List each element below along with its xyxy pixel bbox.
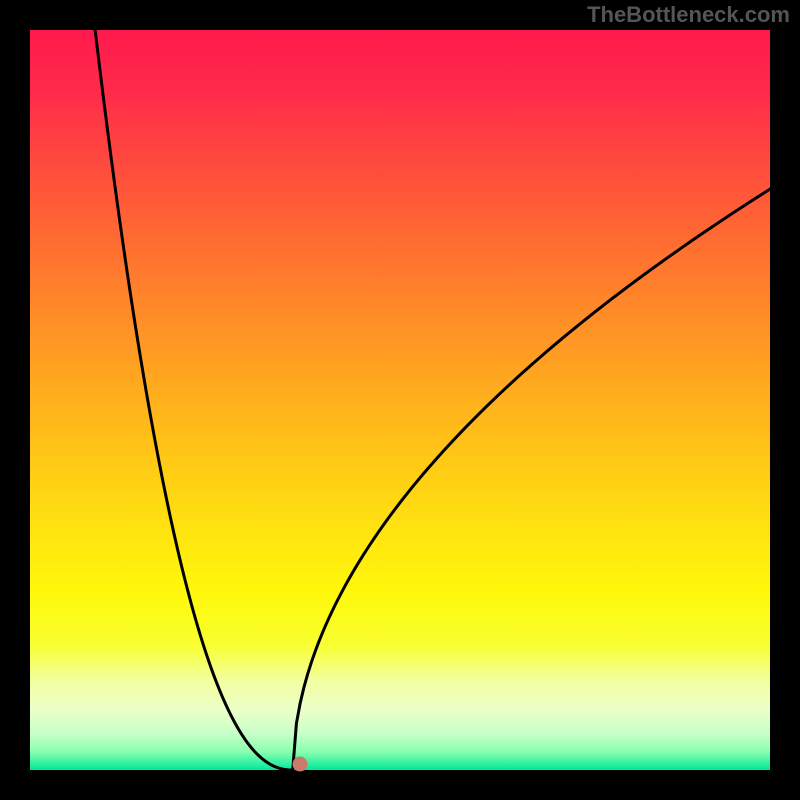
plot-area <box>30 30 770 770</box>
watermark-text: TheBottleneck.com <box>587 2 790 28</box>
curve-line <box>95 30 770 770</box>
chart-container: TheBottleneck.com <box>0 0 800 800</box>
minimum-marker-dot <box>293 757 308 772</box>
curve-svg <box>30 30 770 770</box>
